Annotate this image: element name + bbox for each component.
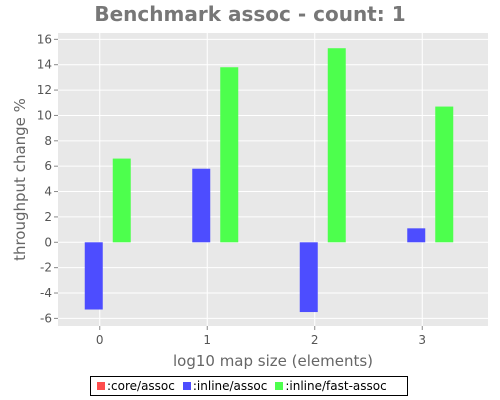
y-tick-label: 6 bbox=[44, 159, 52, 173]
y-tick-label: 10 bbox=[37, 108, 52, 122]
y-tick-label: 0 bbox=[44, 235, 52, 249]
legend-label: :inline/assoc bbox=[192, 379, 268, 393]
x-tick-label: 3 bbox=[418, 333, 426, 347]
y-axis-label: throughput change % bbox=[11, 98, 29, 261]
bar bbox=[299, 242, 318, 313]
chart-title: Benchmark assoc - count: 1 bbox=[94, 2, 406, 26]
y-tick-label: 16 bbox=[37, 32, 52, 46]
y-tick-label: 14 bbox=[37, 58, 52, 72]
legend-item: :core/assoc bbox=[97, 379, 175, 393]
bar bbox=[84, 242, 103, 310]
x-tick-label: 1 bbox=[203, 333, 211, 347]
bar bbox=[112, 158, 131, 243]
x-axis-label: log10 map size (elements) bbox=[173, 352, 373, 370]
chart-legend: :core/assoc :inline/assoc :inline/fast-ass… bbox=[90, 376, 408, 396]
legend-label: :inline/fast-assoc bbox=[285, 379, 387, 393]
y-tick-label: 4 bbox=[44, 185, 52, 199]
y-tick-label: -2 bbox=[40, 261, 52, 275]
legend-swatch bbox=[97, 382, 105, 390]
y-tick-label: 8 bbox=[44, 134, 52, 148]
y-tick-label: -4 bbox=[40, 286, 52, 300]
x-tick-label: 0 bbox=[96, 333, 104, 347]
legend-item: :inline/fast-assoc bbox=[275, 379, 387, 393]
bar bbox=[407, 228, 426, 243]
y-tick-label: -6 bbox=[40, 311, 52, 325]
bar bbox=[327, 48, 346, 243]
legend-item: :inline/assoc bbox=[182, 379, 268, 393]
legend-swatch bbox=[182, 382, 191, 390]
bar bbox=[192, 168, 211, 243]
bar bbox=[220, 67, 239, 243]
bar bbox=[435, 106, 454, 243]
y-tick-label: 2 bbox=[44, 210, 52, 224]
x-tick-label: 2 bbox=[311, 333, 319, 347]
y-tick-label: 12 bbox=[37, 83, 52, 97]
legend-label: :core/assoc bbox=[107, 379, 175, 393]
legend-swatch bbox=[275, 382, 284, 390]
